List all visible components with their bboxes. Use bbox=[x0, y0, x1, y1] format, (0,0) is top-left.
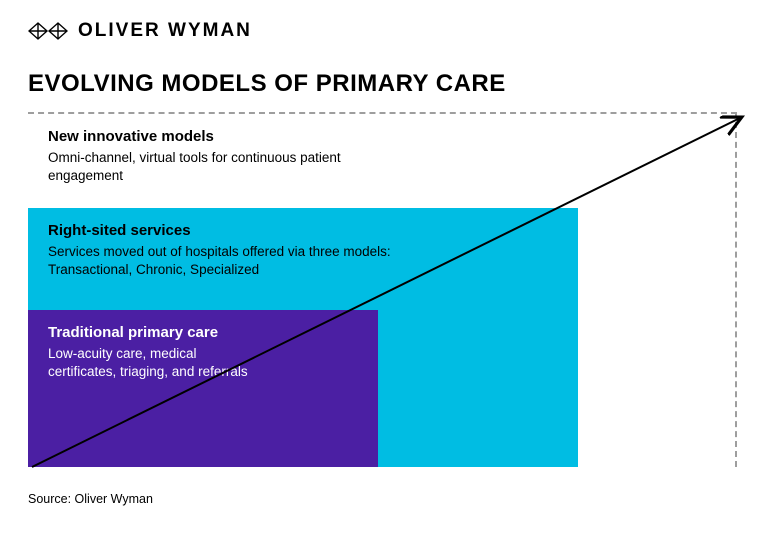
brand-logo: OLIVER WYMAN bbox=[28, 20, 737, 42]
page-title: EVOLVING MODELS OF PRIMARY CARE bbox=[28, 70, 737, 98]
logo-icon bbox=[28, 21, 68, 41]
brand-name: OLIVER WYMAN bbox=[78, 20, 252, 42]
tier-traditional-desc: Low-acuity care, medical certificates, t… bbox=[48, 345, 258, 381]
tier-traditional-title: Traditional primary care bbox=[48, 324, 358, 341]
tier-traditional: Traditional primary care Low-acuity care… bbox=[28, 310, 378, 467]
tier-innovative-title: New innovative models bbox=[48, 128, 717, 145]
chart-canvas: New innovative models Omni-channel, virt… bbox=[28, 112, 737, 480]
tier-right-sited-desc: Services moved out of hospitals offered … bbox=[48, 243, 458, 279]
tier-innovative-desc: Omni-channel, virtual tools for continuo… bbox=[48, 149, 368, 185]
source-text: Source: Oliver Wyman bbox=[28, 492, 737, 506]
tier-right-sited-title: Right-sited services bbox=[48, 222, 558, 239]
